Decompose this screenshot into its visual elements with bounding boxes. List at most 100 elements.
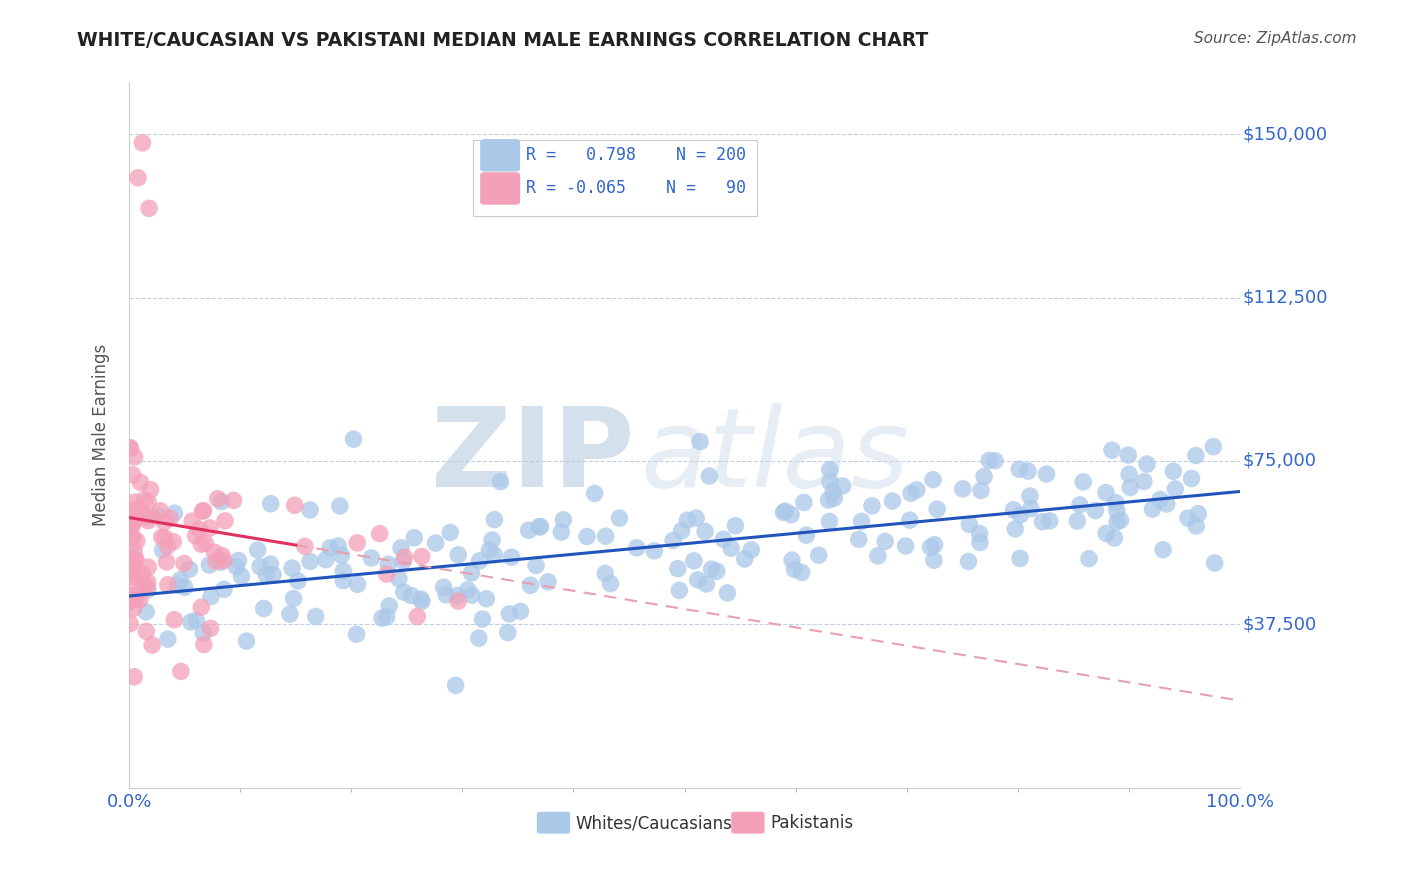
Point: [831, 479, 853, 493]
Point: [1177, 511, 1199, 525]
Point: [1104, 531, 1126, 545]
Point: [425, 536, 447, 550]
Point: [122, 558, 145, 572]
Point: [1187, 507, 1209, 521]
Point: [783, 562, 806, 576]
Point: [205, 554, 228, 568]
Point: [198, 521, 221, 535]
Point: [593, 566, 616, 581]
Point: [150, 530, 173, 544]
Point: [595, 529, 617, 543]
Point: [720, 541, 742, 556]
Point: [139, 509, 162, 524]
Point: [118, 566, 141, 581]
Point: [136, 581, 159, 595]
Point: [740, 542, 762, 557]
Point: [780, 508, 803, 522]
Point: [668, 583, 690, 598]
Text: Whites/Caucasians: Whites/Caucasians: [575, 814, 733, 832]
Point: [346, 536, 368, 550]
Point: [460, 566, 482, 580]
Point: [851, 515, 873, 529]
Point: [184, 529, 207, 543]
Point: [389, 541, 412, 555]
Point: [697, 469, 720, 483]
Point: [181, 514, 204, 528]
Point: [131, 566, 153, 581]
Point: [773, 504, 796, 518]
Point: [818, 462, 841, 476]
Point: [1008, 551, 1031, 566]
Point: [793, 495, 815, 509]
Point: [519, 578, 541, 592]
Point: [927, 502, 949, 516]
FancyBboxPatch shape: [479, 172, 520, 205]
Text: ZIP: ZIP: [432, 402, 634, 509]
Point: [432, 580, 454, 594]
Point: [969, 535, 991, 549]
Point: [524, 558, 547, 573]
Point: [468, 554, 491, 568]
Point: [377, 558, 399, 572]
Point: [1202, 440, 1225, 454]
Point: [1071, 475, 1094, 489]
Point: [328, 539, 350, 553]
Point: [1066, 514, 1088, 528]
Point: [190, 600, 212, 615]
Point: [671, 524, 693, 538]
Point: [527, 520, 550, 534]
Point: [457, 582, 479, 597]
Point: [957, 517, 980, 532]
Point: [162, 534, 184, 549]
Point: [299, 554, 322, 568]
Point: [136, 514, 159, 528]
Point: [231, 569, 253, 583]
Point: [163, 506, 186, 520]
FancyBboxPatch shape: [731, 812, 765, 834]
Point: [138, 201, 160, 215]
FancyBboxPatch shape: [474, 140, 756, 216]
Point: [121, 531, 143, 545]
Point: [394, 550, 416, 565]
Point: [122, 670, 145, 684]
Point: [200, 590, 222, 604]
Point: [156, 539, 179, 553]
Point: [530, 520, 553, 534]
Point: [124, 450, 146, 464]
Point: [484, 548, 506, 562]
Point: [153, 515, 176, 529]
Point: [305, 609, 328, 624]
Point: [186, 614, 208, 628]
Point: [136, 560, 159, 574]
Point: [979, 453, 1001, 467]
Point: [129, 505, 152, 519]
Point: [179, 562, 201, 576]
Point: [378, 599, 401, 613]
Point: [772, 505, 794, 519]
Point: [478, 543, 501, 558]
Point: [121, 467, 143, 482]
Point: [1002, 502, 1025, 516]
Point: [228, 553, 250, 567]
Point: [122, 502, 145, 516]
Point: [135, 605, 157, 619]
Point: [315, 552, 337, 566]
Point: [159, 511, 181, 525]
Point: [866, 549, 889, 563]
Text: $112,500: $112,500: [1243, 289, 1327, 307]
Point: [136, 575, 159, 590]
Point: [643, 544, 665, 558]
Point: [1095, 485, 1118, 500]
Point: [957, 554, 980, 568]
Point: [294, 539, 316, 553]
Point: [212, 582, 235, 597]
Point: [685, 511, 707, 525]
Point: [1156, 497, 1178, 511]
Point: [1019, 489, 1042, 503]
FancyBboxPatch shape: [537, 812, 571, 834]
Point: [136, 495, 159, 509]
Point: [898, 513, 921, 527]
Point: [1019, 501, 1042, 516]
Point: [198, 558, 221, 572]
Point: [131, 136, 153, 150]
